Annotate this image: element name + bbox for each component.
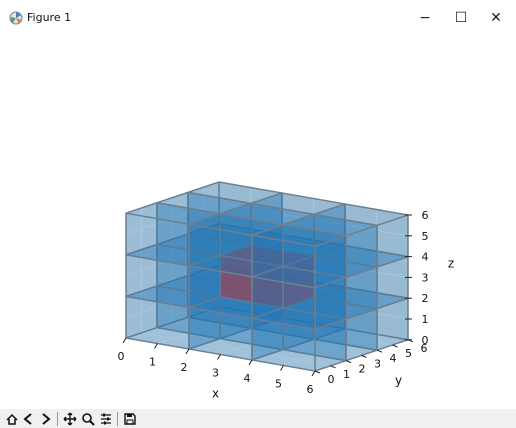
x-tick-label: 4 xyxy=(244,372,251,385)
back-icon[interactable] xyxy=(20,411,36,427)
forward-icon[interactable] xyxy=(38,411,54,427)
y-axis-label: y xyxy=(395,373,402,387)
zoom-icon[interactable] xyxy=(80,411,96,427)
y-tick xyxy=(392,344,398,348)
x-tick xyxy=(248,359,253,366)
save-icon[interactable] xyxy=(122,411,138,427)
x-tick-label: 3 xyxy=(212,367,219,380)
window-title: Figure 1 xyxy=(27,11,72,24)
grid-line xyxy=(125,244,220,276)
navigation-toolbar xyxy=(0,409,516,428)
pan-icon[interactable] xyxy=(62,411,78,427)
grid-line xyxy=(203,311,393,346)
grid-line xyxy=(172,322,362,356)
y-tick-label: 2 xyxy=(359,363,366,376)
y-tick xyxy=(314,370,321,374)
y-tick-label: 5 xyxy=(405,347,412,360)
z-axis-label: z xyxy=(448,256,454,270)
z-tick-label: 1 xyxy=(422,313,429,326)
minimize-button[interactable]: − xyxy=(419,10,431,26)
y-tick xyxy=(376,349,383,353)
home-icon[interactable] xyxy=(4,411,20,427)
x-tick-label: 0 xyxy=(118,350,125,363)
z-tick-label: 2 xyxy=(422,292,429,305)
x-tick xyxy=(122,337,127,344)
grid-line xyxy=(141,332,331,367)
x-tick-label: 5 xyxy=(275,378,282,391)
y-tick xyxy=(361,354,367,358)
y-tick-label: 1 xyxy=(343,368,350,381)
blue-voxel xyxy=(251,224,347,247)
z-tick-label: 3 xyxy=(422,271,429,284)
z-tick-label: 5 xyxy=(422,230,429,243)
grid-line xyxy=(125,285,220,318)
configure-subplots-icon[interactable] xyxy=(98,411,114,427)
x-tick-label: 6 xyxy=(307,383,314,396)
close-button[interactable]: ✕ xyxy=(490,10,502,26)
title-bar: Figure 1 − ☐ ✕ xyxy=(0,0,516,34)
z-tick-label: 6 xyxy=(422,209,429,222)
maximize-button[interactable]: ☐ xyxy=(454,10,468,26)
y-tick-label: 4 xyxy=(390,352,397,365)
x-tick-label: 1 xyxy=(149,356,156,369)
matplotlib-icon xyxy=(9,11,23,25)
toolbar-separator xyxy=(57,412,58,426)
x-tick xyxy=(217,354,221,360)
y-tick-label: 3 xyxy=(374,357,381,370)
toolbar-separator xyxy=(117,412,118,426)
z-tick-label: 4 xyxy=(422,251,429,264)
y-tick-label: 6 xyxy=(421,342,428,355)
x-tick xyxy=(280,365,284,371)
y-tick-label: 0 xyxy=(328,373,335,386)
y-tick xyxy=(345,360,352,364)
x-tick-label: 2 xyxy=(181,361,188,374)
x-tick xyxy=(185,348,190,355)
x-axis-label: x xyxy=(212,387,219,401)
x-tick xyxy=(154,343,158,349)
grid-line xyxy=(125,202,220,235)
z-tick-label: 0 xyxy=(422,334,429,347)
x-tick xyxy=(311,370,316,377)
y-tick xyxy=(330,365,336,369)
